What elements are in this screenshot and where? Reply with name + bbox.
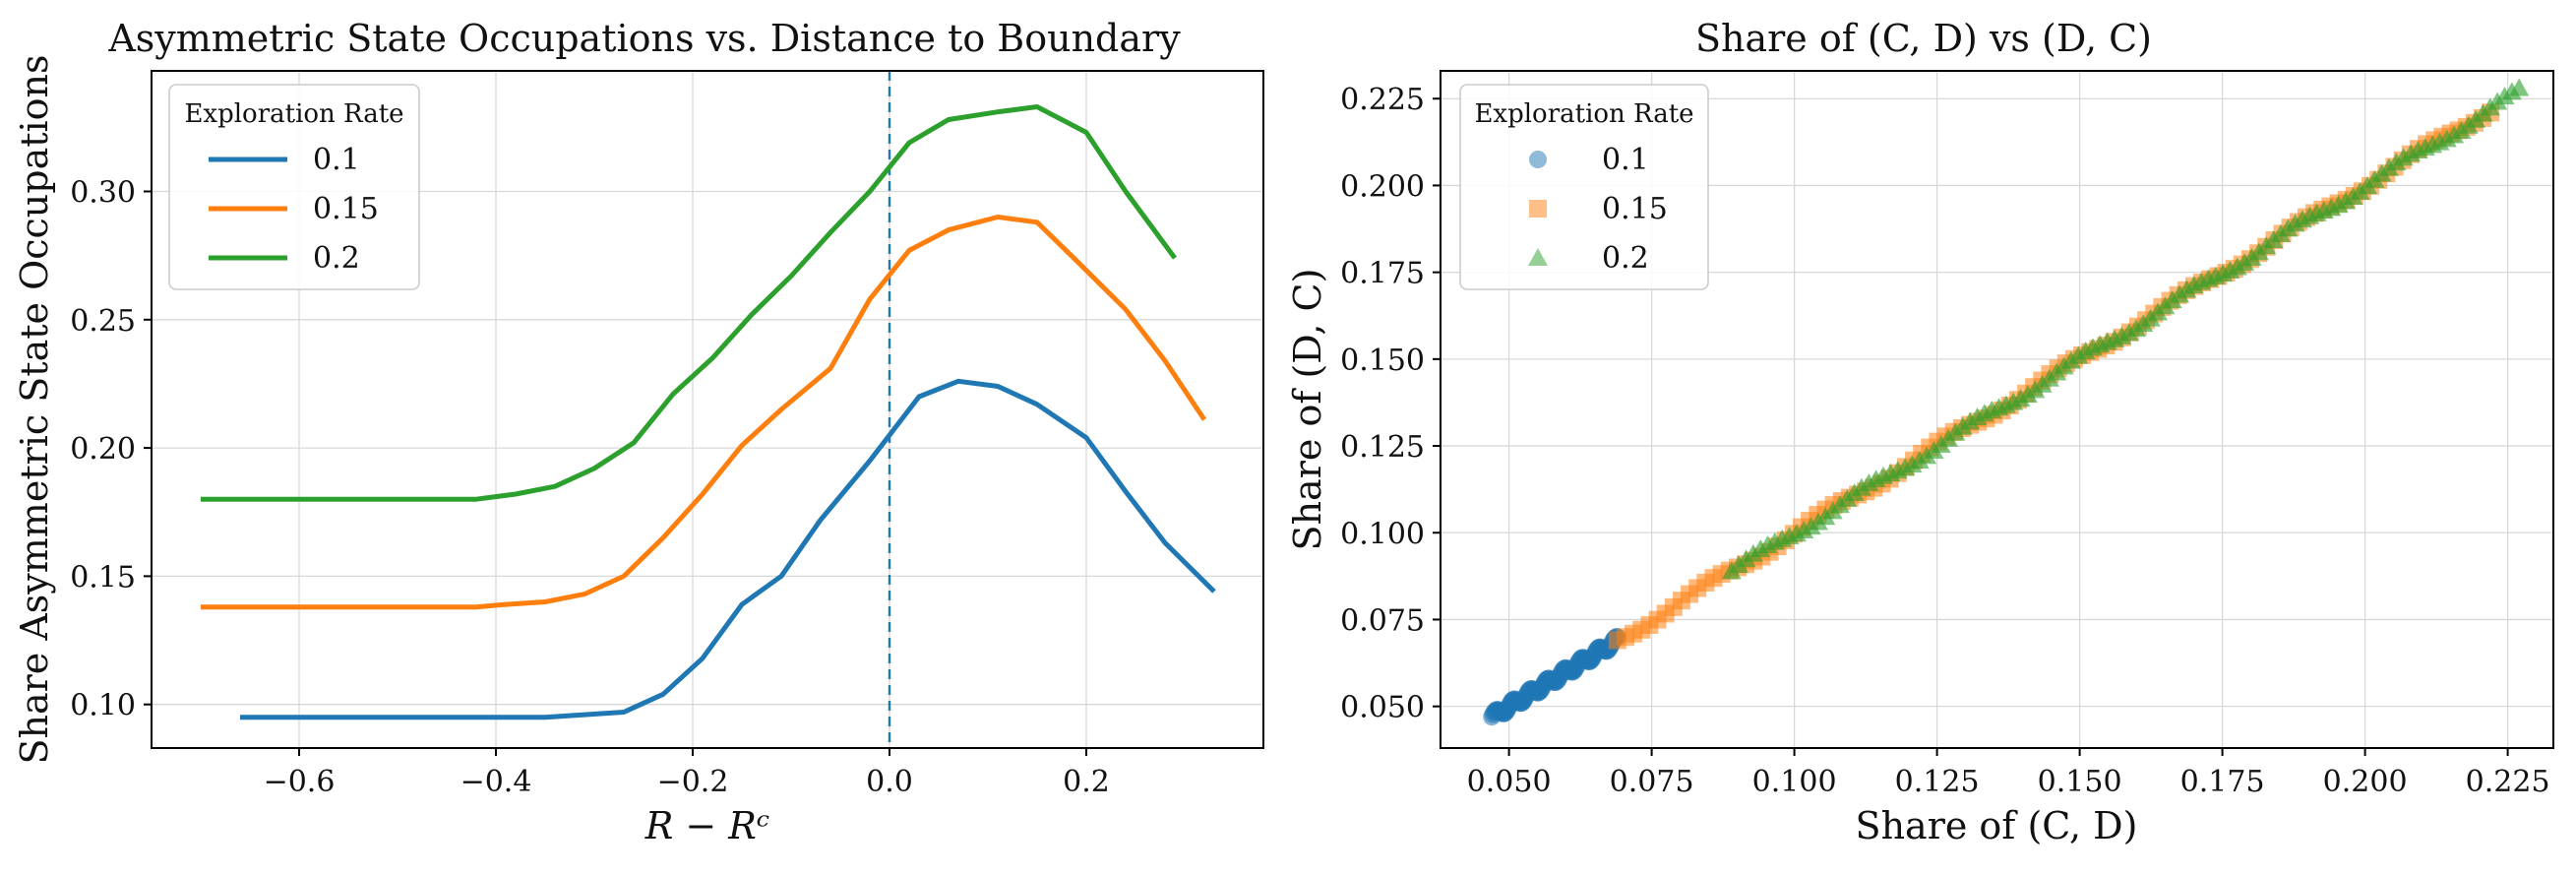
right-legend-marker-0 bbox=[1529, 151, 1547, 168]
right-x-tick-label-7: 0.225 bbox=[2466, 765, 2550, 799]
left-legend-label-2: 0.2 bbox=[313, 241, 360, 276]
right-x-tick-label-4: 0.150 bbox=[2038, 765, 2122, 799]
right-x-tick-label-3: 0.125 bbox=[1895, 765, 1980, 799]
left-chart: Asymmetric State Occupations vs. Distanc… bbox=[13, 17, 1264, 847]
left-y-tick-label-1: 0.15 bbox=[70, 560, 136, 594]
right-x-tick-label-0: 0.050 bbox=[1467, 765, 1552, 799]
left-y-tick-label-3: 0.25 bbox=[70, 304, 136, 339]
right-x-tick-label-6: 0.200 bbox=[2323, 765, 2408, 799]
left-grid bbox=[152, 71, 1263, 748]
right-legend: Exploration Rate 0.1 0.15 0.2 bbox=[1459, 84, 1709, 290]
left-legend-box bbox=[168, 84, 420, 290]
left-series-line-1 bbox=[201, 215, 1207, 610]
right-y-tick-label-5: 0.175 bbox=[1340, 257, 1425, 291]
left-ticks: −0.6 −0.4 −0.2 0.0 0.2 0.10 0.15 0.20 0.25 0.30 bbox=[70, 175, 1110, 799]
left-legend-label-0: 0.1 bbox=[313, 143, 360, 177]
left-chart-title: Asymmetric State Occupations vs. Distanc… bbox=[107, 17, 1181, 60]
left-plot-frame bbox=[151, 70, 1264, 749]
left-y-tick-label-4: 0.30 bbox=[70, 175, 136, 210]
left-y-tick-label-0: 0.10 bbox=[70, 689, 136, 723]
right-legend-title: Exploration Rate bbox=[1474, 99, 1693, 129]
left-x-tick-label-1: −0.4 bbox=[460, 765, 532, 799]
left-x-tick-label-4: 0.2 bbox=[1063, 765, 1110, 799]
right-legend-marker-2 bbox=[1528, 248, 1548, 266]
right-x-tick-label-1: 0.075 bbox=[1610, 765, 1694, 799]
right-series-0 bbox=[1483, 628, 1626, 726]
right-y-tick-label-0: 0.050 bbox=[1340, 691, 1425, 725]
right-legend-marker-1 bbox=[1529, 200, 1547, 218]
right-y-tick-label-1: 0.075 bbox=[1340, 603, 1425, 638]
left-x-axis-label: R − Rᶜ bbox=[644, 804, 770, 847]
right-plot-frame bbox=[1440, 70, 2554, 749]
right-y-axis-label: Share of (D, C) bbox=[1286, 269, 1329, 551]
left-legend-label-1: 0.15 bbox=[313, 192, 379, 226]
right-x-tick-label-2: 0.100 bbox=[1752, 765, 1837, 799]
right-legend-label-1: 0.15 bbox=[1602, 192, 1668, 226]
right-legend-label-2: 0.2 bbox=[1602, 241, 1649, 276]
left-legend-title: Exploration Rate bbox=[184, 99, 403, 129]
right-x-axis-label: Share of (C, D) bbox=[1856, 804, 2138, 847]
right-ticks: 0.050 0.075 0.100 0.125 0.150 0.175 0.200 0.225… bbox=[1340, 83, 2549, 799]
left-y-tick-label-2: 0.20 bbox=[70, 432, 136, 467]
right-y-tick-label-3: 0.125 bbox=[1340, 430, 1425, 465]
right-x-tick-label-5: 0.175 bbox=[2180, 765, 2265, 799]
left-legend: Exploration Rate 0.1 0.15 0.2 bbox=[168, 84, 420, 290]
right-legend-box bbox=[1459, 84, 1709, 290]
left-x-tick-label-3: 0.0 bbox=[866, 765, 913, 799]
right-y-tick-label-4: 0.150 bbox=[1340, 344, 1425, 378]
right-series bbox=[1483, 78, 2530, 726]
right-legend-label-0: 0.1 bbox=[1602, 143, 1649, 177]
left-x-tick-label-2: −0.2 bbox=[657, 765, 729, 799]
right-point-2-109 bbox=[2509, 78, 2530, 96]
right-y-tick-label-7: 0.225 bbox=[1340, 83, 1425, 117]
right-y-tick-label-2: 0.100 bbox=[1340, 517, 1425, 551]
left-x-tick-label-0: −0.6 bbox=[264, 765, 336, 799]
right-chart-title: Share of (C, D) vs (D, C) bbox=[1695, 17, 2152, 60]
right-y-tick-label-6: 0.200 bbox=[1340, 169, 1425, 204]
left-series-line-0 bbox=[240, 378, 1216, 720]
right-chart: Share of (C, D) vs (D, C) 0.050 0.075 0.10… bbox=[1286, 17, 2554, 847]
right-series-2 bbox=[1721, 78, 2530, 580]
left-y-axis-label: Share Asymmetric State Occupations bbox=[13, 54, 56, 764]
left-series-line-2 bbox=[201, 104, 1178, 502]
left-series bbox=[201, 104, 1216, 720]
